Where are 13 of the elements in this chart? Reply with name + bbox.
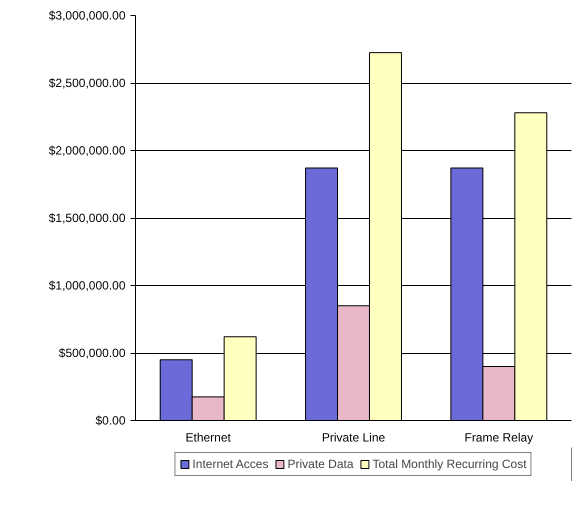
x-tick-label: Ethernet (185, 430, 232, 444)
y-tick-label: $3,000,000.00 (48, 8, 126, 22)
legend-label: Total Monthly Recurring Cost (372, 457, 527, 471)
y-tick-label: $500,000.00 (58, 346, 126, 360)
legend-label: Internet Acces (192, 457, 268, 471)
y-tick-label: $2,000,000.00 (48, 144, 126, 158)
y-tick-label: $0.00 (95, 414, 126, 428)
y-tick-label: $1,500,000.00 (48, 211, 126, 225)
x-tick-label: Frame Relay (464, 430, 534, 444)
y-tick-label: $1,000,000.00 (48, 278, 126, 292)
y-tick-label: $2,500,000.00 (48, 76, 126, 90)
legend-label: Private Data (287, 457, 354, 471)
x-tick-label: Private Line (322, 430, 386, 444)
